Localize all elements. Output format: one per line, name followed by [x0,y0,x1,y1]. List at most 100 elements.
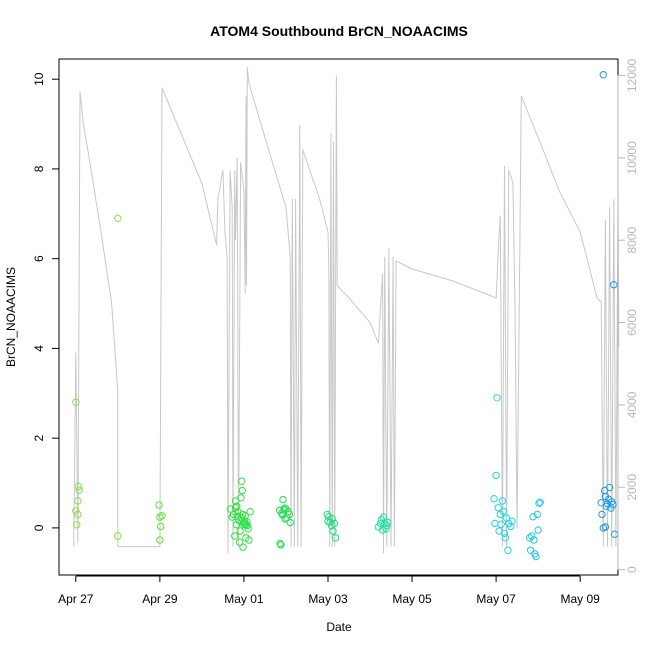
x-tick-label: May 07 [476,592,516,606]
data-point [501,534,510,542]
series-10 [597,71,619,538]
data-point [507,522,515,531]
series-7 [374,513,392,534]
data-point [238,477,246,485]
x-tick-label: May 01 [224,592,264,606]
data-point [74,497,82,505]
data-point [378,526,387,534]
y-axis-label: BrCN_NOAACIMS [4,267,18,367]
data-point [72,507,80,515]
data-point [236,527,244,535]
data-point [114,214,122,223]
data-point [535,499,543,507]
data-point [599,71,607,79]
data-point [285,510,293,519]
data-point [376,519,385,528]
data-point [156,536,164,544]
data-point [157,522,165,531]
data-point [609,500,617,509]
data-point [114,532,122,540]
data-point [526,546,535,554]
data-point [508,517,516,525]
series-6 [323,510,340,542]
data-point [330,519,338,528]
data-point [232,521,241,529]
data-point [534,526,542,534]
data-point [158,512,166,520]
data-point [72,398,80,406]
data-point [236,538,244,546]
series-2 [155,501,166,544]
y2-tick-label: 2000 [625,474,639,501]
data-point [244,525,252,533]
data-point [528,532,536,540]
data-point [493,394,501,402]
data-point [497,520,505,528]
data-point [494,504,502,512]
data-point [241,519,249,528]
data-point [530,536,538,544]
data-point [74,482,83,491]
data-point [277,541,285,549]
data-point [75,486,83,494]
y-tick-label: 2 [32,434,46,441]
data-point [246,508,254,516]
x-axis: Apr 27 Apr 29 May 01 May 03 May 05 May 07 May … [58,575,600,606]
data-point [331,534,340,542]
data-point [498,497,507,505]
y2-tick-label: 0 [625,566,639,573]
data-point [231,497,240,505]
data-point [239,543,247,551]
data-point [532,552,540,561]
data-point [504,546,512,554]
data-point [242,521,250,529]
data-point [598,510,606,519]
x-tick-label: Apr 27 [58,592,94,606]
x-axis-label: Date [326,620,352,634]
data-point [238,486,247,495]
data-point [156,513,164,521]
y2-tick-label: 12000 [625,58,639,92]
data-point [601,523,610,531]
data-point [243,521,252,530]
data-point [237,494,245,502]
data-point [231,532,239,540]
y2-tick-label: 8000 [625,227,639,254]
data-point [73,521,81,529]
data-point [383,521,391,530]
data-point [328,515,336,523]
chart-title: ATOM4 Southbound BrCN_NOAACIMS [210,23,468,39]
data-point [490,495,498,503]
y-tick-label: 8 [32,165,46,172]
series-9 [526,498,544,561]
series-5 [276,495,294,549]
data-point [536,498,544,506]
altitude-trace-layer [73,67,620,554]
x-tick-label: May 05 [392,592,432,606]
data-point [533,510,541,519]
data-point [74,510,82,519]
x-tick-label: May 09 [560,592,600,606]
y-tick-label: 4 [32,345,46,352]
data-points-layer [72,71,619,561]
y-axis-right: 0 2000 4000 6000 8000 10000 12000 [617,58,639,573]
data-point [276,539,284,548]
data-point [500,529,509,537]
series-4 [241,508,254,544]
data-point [384,518,392,527]
data-point [499,507,507,515]
y2-tick-label: 6000 [625,309,639,336]
y2-tick-label: 10000 [625,141,639,175]
y-tick-label: 10 [32,72,46,86]
data-point [245,536,253,544]
data-point [381,519,389,528]
data-point [526,534,534,542]
data-point [329,527,337,535]
x-tick-label: May 03 [308,592,348,606]
x-tick-label: Apr 29 [142,592,178,606]
y-tick-label: 6 [32,255,46,262]
data-point [243,517,251,526]
data-point [233,502,241,510]
